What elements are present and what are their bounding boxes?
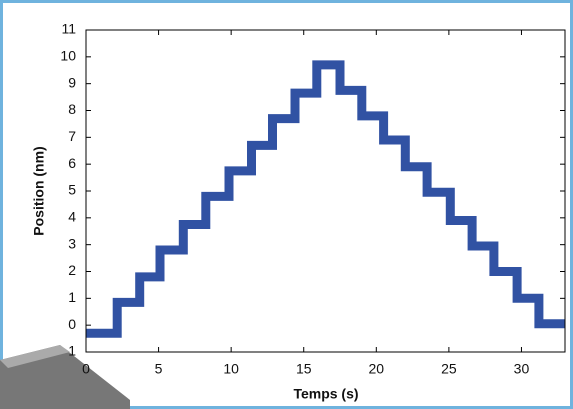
- x-tick-label: 20: [369, 361, 385, 377]
- x-tick-label: 15: [296, 361, 312, 377]
- x-tick-label: 10: [223, 361, 239, 377]
- y-tick-label: 0: [68, 316, 76, 332]
- y-tick-label: 7: [68, 128, 76, 144]
- decor-top: [0, 345, 70, 368]
- y-tick-label: 1: [68, 343, 76, 359]
- y-tick-label: 9: [68, 74, 76, 90]
- y-tick-label: 11: [61, 21, 76, 37]
- y-tick-label: 1: [68, 289, 76, 305]
- plot-area: [85, 29, 566, 353]
- x-axis-label: Temps (s): [293, 386, 358, 402]
- series-line: [86, 60, 565, 338]
- y-tick-label: 10: [60, 48, 76, 64]
- y-tick-label: 2: [68, 262, 76, 278]
- y-tick-label: 6: [68, 155, 76, 171]
- x-tick-label: 30: [514, 361, 530, 377]
- y-tick-label: 3: [68, 235, 76, 251]
- y-tick-label: 8: [68, 101, 76, 117]
- y-axis-label: Position (nm): [31, 146, 47, 235]
- y-tick-label: 4: [68, 209, 76, 225]
- x-tick-label: 0: [82, 361, 90, 377]
- x-tick-label: 25: [441, 361, 457, 377]
- x-tick-label: 5: [155, 361, 163, 377]
- y-tick-label: 5: [68, 182, 76, 198]
